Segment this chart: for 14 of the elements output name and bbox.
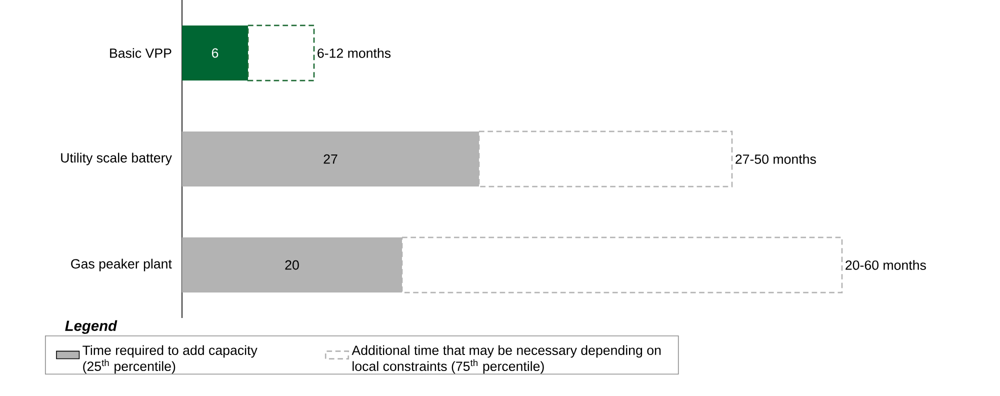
legend-title: Legend — [65, 320, 118, 334]
bar — [182, 25, 248, 81]
y-tick-label: Basic VPP — [110, 48, 172, 58]
data-label: 27-50 months — [736, 154, 816, 164]
y-tick-label: Gas peaker plant — [71, 258, 172, 272]
data-label: 6-12 months — [318, 48, 391, 58]
data-label: 20 — [285, 260, 299, 270]
legend-label: Additional time that may be necessary depending on local constraints (75$^{th}$ percentile) — [352, 345, 661, 374]
bar — [247, 24, 315, 82]
data-label: 6 — [212, 48, 218, 58]
y-tick-label: Utility scale battery — [61, 152, 172, 166]
data-label: 20-60 months — [846, 260, 926, 270]
legend-label: Time required to add capacity (25$^{th}$ percentile) — [82, 345, 258, 374]
data-label: 27 — [324, 154, 338, 164]
